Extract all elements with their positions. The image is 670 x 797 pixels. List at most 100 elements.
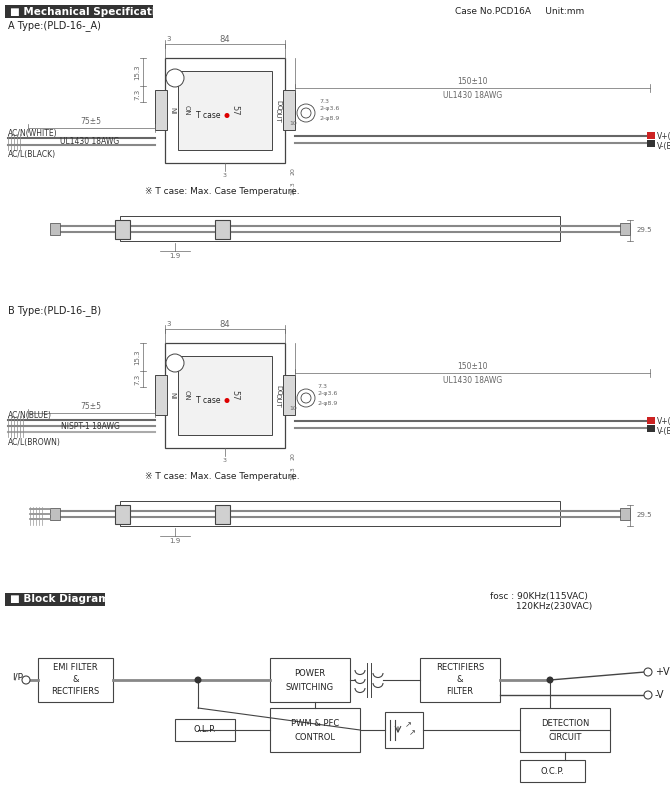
Text: NI: NI [169,107,175,114]
Circle shape [301,108,311,118]
Text: T case: T case [196,396,220,405]
Bar [620,508,630,520]
Bar [120,501,560,526]
Text: 20: 20 [291,452,295,460]
Bar [120,216,560,241]
Text: 3: 3 [223,457,227,462]
Text: 57: 57 [230,105,239,116]
Text: PWM & PFC: PWM & PFC [291,719,339,728]
Text: 75±5: 75±5 [80,116,101,125]
Text: OUT: OUT [275,393,281,408]
Text: 29.5: 29.5 [637,512,653,518]
Bar [5,5,153,18]
Bar [38,658,113,702]
Text: UL1430 18AWG: UL1430 18AWG [60,136,120,146]
Bar [165,58,285,163]
Text: 3: 3 [167,321,172,327]
Bar [215,505,230,524]
Bar [155,90,167,130]
Circle shape [547,677,553,684]
Text: 75±5: 75±5 [80,402,101,410]
Text: NISPT-1 18AWG: NISPT-1 18AWG [60,422,119,430]
Bar [520,760,585,782]
Text: DO: DO [275,100,281,111]
Bar [647,140,655,147]
Bar [270,708,360,752]
Text: DO: DO [275,385,281,396]
Text: 2-φ8.9: 2-φ8.9 [319,116,340,120]
Bar [520,708,610,752]
Text: +V: +V [655,667,669,677]
Text: 15.3: 15.3 [134,65,140,80]
Text: V-(BLACK): V-(BLACK) [657,142,670,151]
Text: 15.3: 15.3 [134,349,140,365]
Bar [283,90,295,130]
Text: 7.3: 7.3 [317,383,327,388]
Bar [283,375,295,415]
Bar [5,593,105,606]
Text: RECTIFIERS: RECTIFIERS [52,688,100,697]
Text: FILTER: FILTER [446,688,474,697]
Text: AC/L(BROWN): AC/L(BROWN) [8,438,61,446]
Text: 84: 84 [220,34,230,44]
Text: ON: ON [184,105,190,116]
Text: 3: 3 [223,172,227,178]
Bar [647,132,655,139]
Bar [115,505,130,524]
Text: 2-φ3.6: 2-φ3.6 [317,391,338,395]
Bar [420,658,500,702]
Bar [215,220,230,239]
Text: ■ Mechanical Specification: ■ Mechanical Specification [10,6,170,17]
Text: 3: 3 [167,36,172,42]
Text: B Type:(PLD-16-_B): B Type:(PLD-16-_B) [8,305,101,316]
Text: 29.5: 29.5 [637,227,653,233]
Text: ↗: ↗ [405,720,411,729]
Bar [155,375,167,415]
Text: ■ Block Diagram: ■ Block Diagram [10,595,109,604]
Text: UL1430 18AWG: UL1430 18AWG [443,91,502,100]
Bar [115,220,130,239]
Text: 1.9: 1.9 [170,538,181,544]
Text: 1.9: 1.9 [170,253,181,259]
Text: 10: 10 [289,120,297,125]
Circle shape [644,668,652,676]
Text: AC/L(BLACK): AC/L(BLACK) [8,150,56,159]
Text: 10: 10 [289,406,297,410]
Text: 57: 57 [230,391,239,401]
Text: ※ T case: Max. Case Temperature.: ※ T case: Max. Case Temperature. [145,186,299,195]
Bar [178,71,272,150]
Text: 7.3: 7.3 [319,99,329,104]
Bar [165,343,285,448]
Text: ON: ON [184,391,190,401]
Circle shape [22,676,30,684]
Text: V+(RED): V+(RED) [657,132,670,140]
Circle shape [224,398,230,403]
Text: AC/N(BLUE): AC/N(BLUE) [8,410,52,419]
Text: 15.3: 15.3 [291,181,295,195]
Text: O.L.P.: O.L.P. [194,725,216,735]
Text: 2-φ3.6: 2-φ3.6 [319,105,340,111]
Text: 15.3: 15.3 [291,466,295,480]
Text: ※ T case: Max. Case Temperature.: ※ T case: Max. Case Temperature. [145,472,299,481]
Text: 84: 84 [220,320,230,328]
Bar [175,719,235,741]
Circle shape [194,677,202,684]
Text: OUT: OUT [275,108,281,123]
Circle shape [224,113,230,118]
Text: RECTIFIERS: RECTIFIERS [436,663,484,673]
Text: I/P: I/P [12,673,23,681]
Text: ↗: ↗ [409,728,415,737]
Bar [385,712,423,748]
Bar [647,417,655,424]
Bar [647,425,655,432]
Text: 120KHz(230VAC): 120KHz(230VAC) [490,602,592,611]
Text: UL1430 18AWG: UL1430 18AWG [443,375,502,384]
Text: EMI FILTER: EMI FILTER [53,663,98,673]
Circle shape [644,691,652,699]
Circle shape [166,354,184,372]
Text: 7.3: 7.3 [134,373,140,385]
Circle shape [166,69,184,87]
Text: NI: NI [169,392,175,399]
Text: V-(BLACK): V-(BLACK) [657,426,670,435]
Bar [178,356,272,435]
